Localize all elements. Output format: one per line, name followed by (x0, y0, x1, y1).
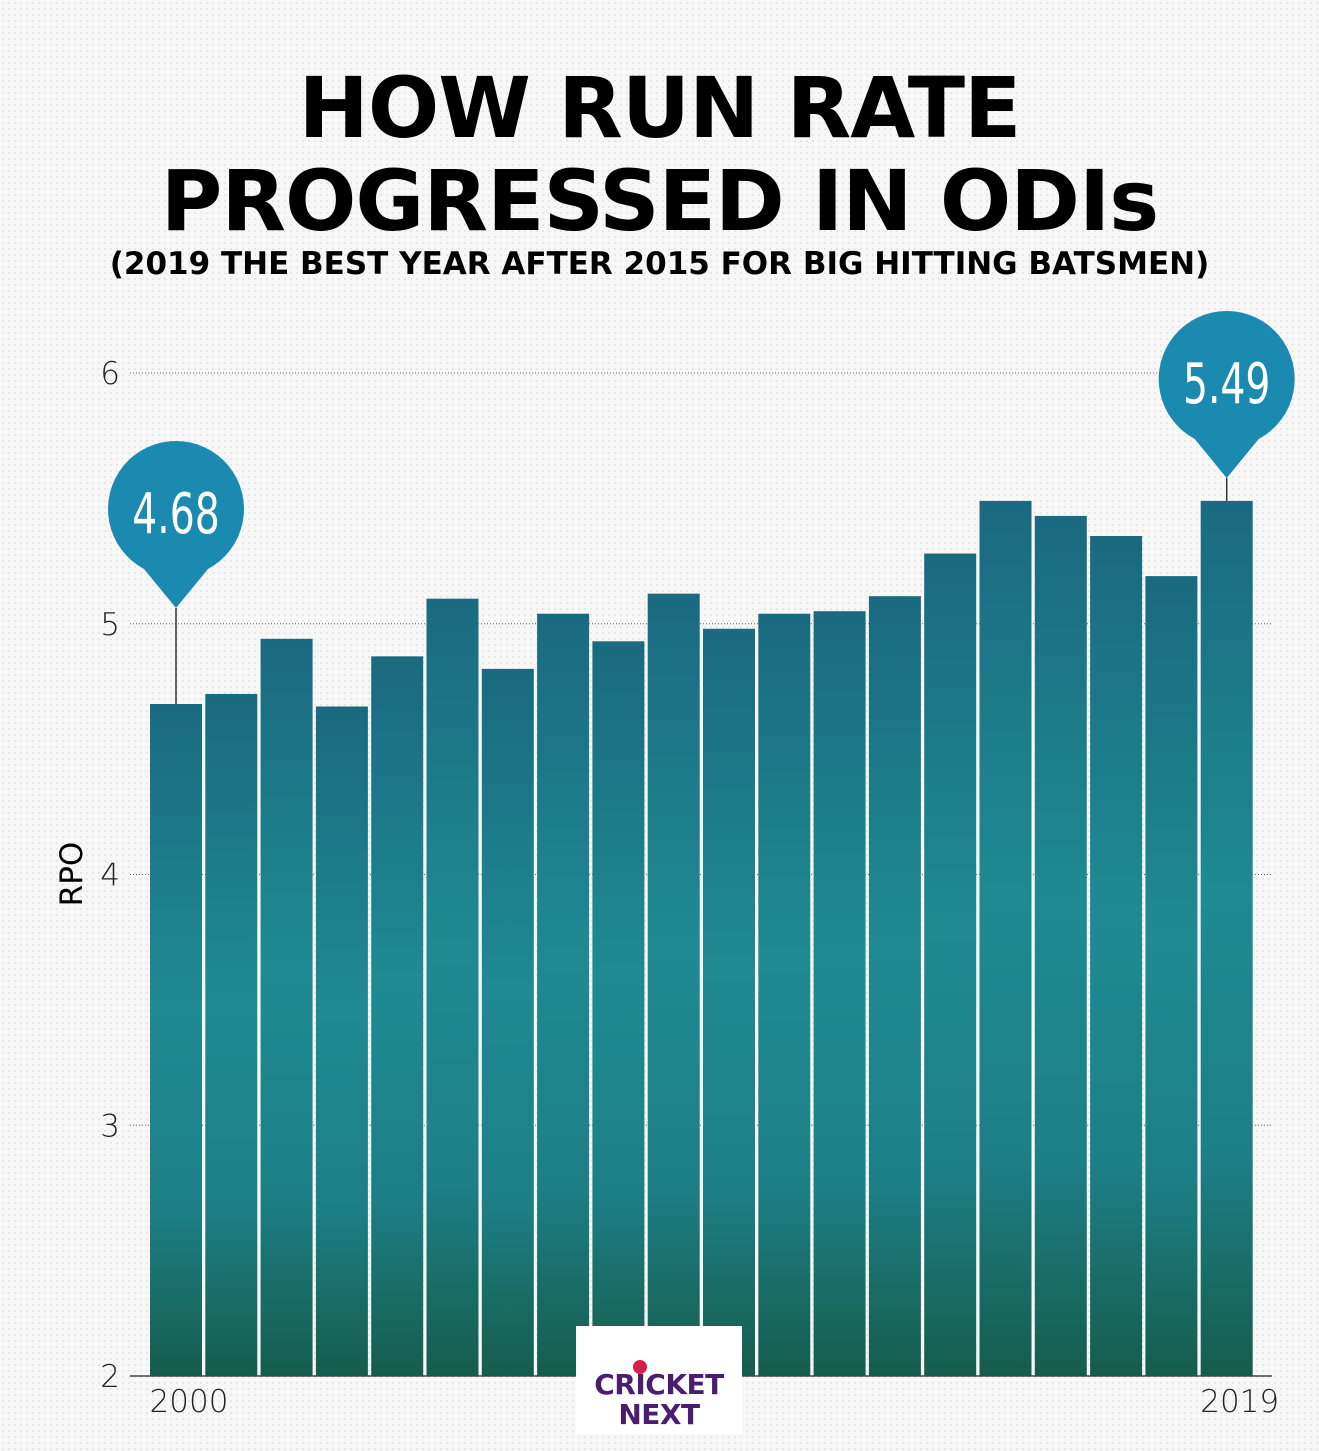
bar (481, 668, 534, 1376)
chart-title-line1: HOW RUN RATE (298, 59, 1022, 157)
bar (703, 628, 755, 1376)
bar (371, 656, 424, 1376)
callout-value: 4.68 (132, 481, 219, 547)
chart-title-line2: PROGRESSED IN ODIs (160, 152, 1159, 250)
bars (150, 500, 1253, 1376)
y-axis-label: RPO (54, 842, 90, 907)
bar (647, 593, 700, 1376)
y-tick-label: 2 (100, 1359, 120, 1395)
callout-value: 5.49 (1183, 351, 1270, 417)
bar (592, 641, 645, 1376)
bar (979, 500, 1032, 1376)
bar (537, 613, 590, 1376)
cricketnext-logo: CRICKET NEXT (576, 1326, 742, 1434)
callout-pin (108, 441, 244, 608)
callouts: 4.68 5.49 (108, 311, 1295, 704)
bar (426, 598, 479, 1376)
cricket-ball-icon (633, 1360, 647, 1374)
x-tick-label: 2019 (1200, 1384, 1279, 1420)
bar (315, 706, 368, 1376)
bar (924, 553, 977, 1376)
bar (813, 611, 866, 1376)
y-tick-label: 5 (100, 607, 120, 643)
y-tick-label: 6 (100, 356, 120, 392)
bar (1145, 576, 1198, 1376)
x-tick-label: 2000 (150, 1384, 229, 1420)
bar (260, 638, 313, 1376)
logo-text-line2: NEXT (618, 1398, 700, 1431)
bar (1090, 535, 1143, 1376)
bar (1034, 515, 1087, 1376)
axes: 2 3 4 5 6 2000 2019 (100, 356, 1279, 1420)
bar (868, 596, 921, 1376)
y-tick-label: 4 (100, 858, 120, 894)
bar (150, 703, 202, 1376)
y-tick-label: 3 (100, 1108, 120, 1144)
callout-pin (1158, 311, 1295, 478)
bar (205, 693, 258, 1376)
bar (758, 613, 811, 1376)
bar (1200, 500, 1253, 1376)
logo-text-line1: CRICKET (594, 1368, 724, 1401)
chart-subtitle: (2019 THE BEST YEAR AFTER 2015 FOR BIG H… (109, 246, 1210, 282)
